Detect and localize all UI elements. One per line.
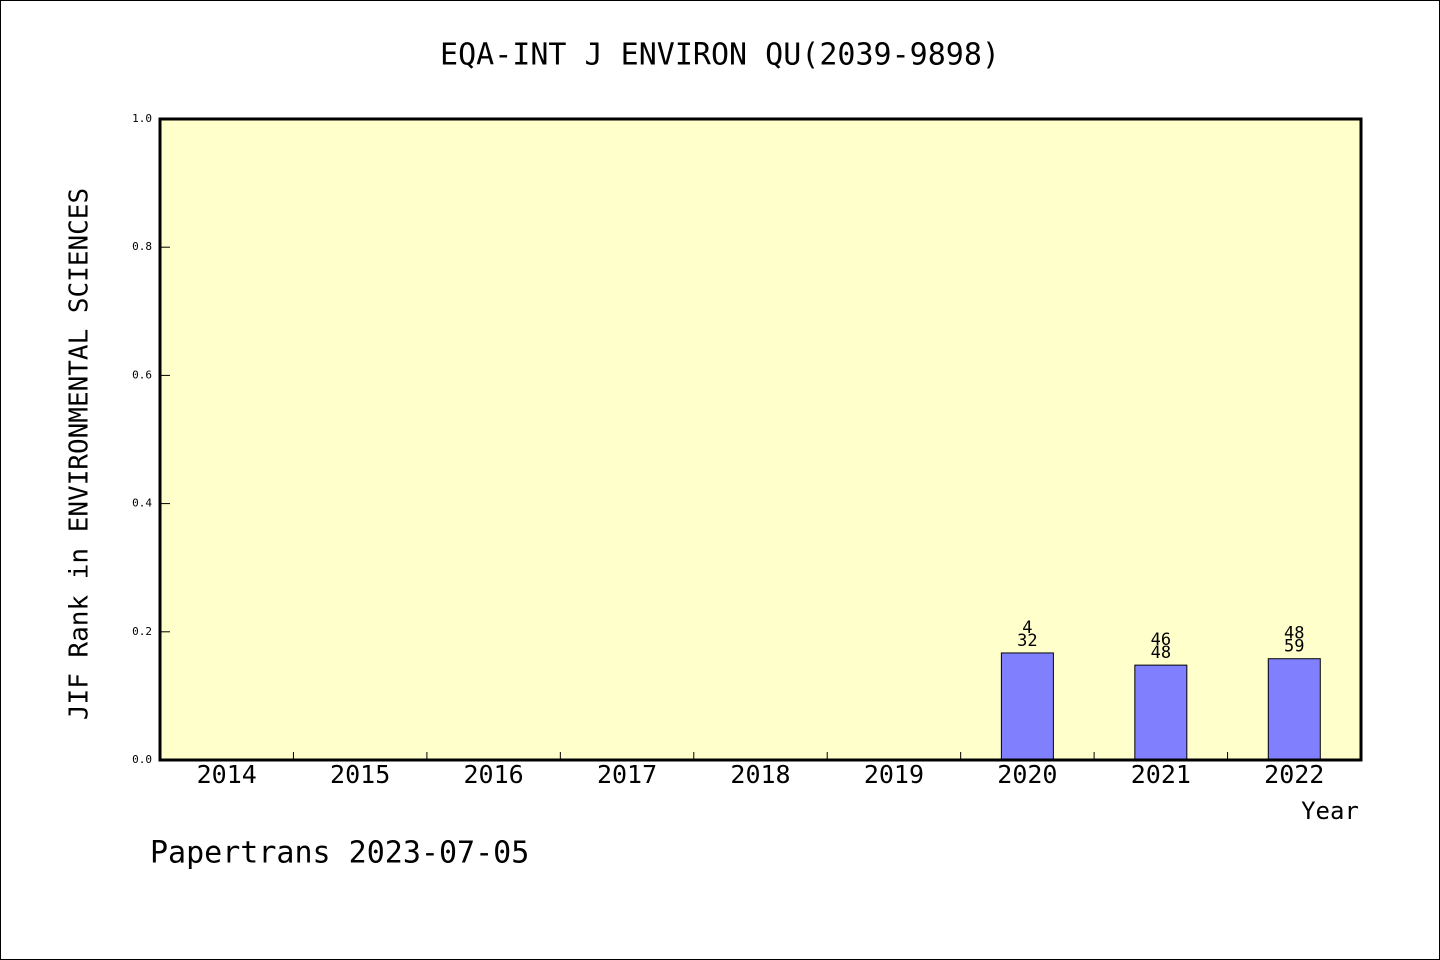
y-tick-label: 1.0: [132, 112, 152, 125]
y-tick-label: 0.2: [132, 625, 152, 638]
bar-label-rank: 48: [1284, 624, 1304, 644]
bar-label-rank: 4: [1022, 618, 1032, 638]
x-tick-label: 2017: [597, 760, 657, 789]
bar-2022: [1267, 658, 1321, 761]
y-tick-label: 0.8: [132, 240, 152, 253]
footer-credit: Papertrans 2023-07-05: [150, 836, 529, 871]
bar-label-total: 48: [1151, 643, 1171, 663]
plot-frame: [158, 117, 1363, 762]
x-tick-label: 2021: [1131, 760, 1191, 789]
x-tick-label: 2022: [1264, 760, 1324, 789]
x-axis: 2014 2015 2016 2017 2018 2019 2020 2021 2022: [197, 752, 1324, 789]
bar-label-total: 32: [1017, 631, 1037, 651]
y-tick-label: 0.4: [132, 497, 152, 510]
x-axis-label: Year: [1301, 797, 1359, 825]
y-axis-label: JIF Rank in ENVIRONMENTAL SCIENCES: [65, 188, 95, 720]
x-tick-label: 2014: [197, 760, 257, 789]
x-tick-label: 2019: [864, 760, 924, 789]
bar-2020: [1000, 652, 1054, 761]
bar-2021: [1134, 664, 1188, 761]
bar-label-total: 59: [1284, 637, 1304, 657]
x-tick-label: 2018: [730, 760, 790, 789]
y-tick-label: 0.6: [132, 368, 152, 381]
x-tick-label: 2020: [997, 760, 1057, 789]
y-tick-label: 0.0: [132, 753, 152, 766]
chart-title: EQA-INT J ENVIRON QU(2039-9898): [440, 38, 1000, 73]
plot-area: [160, 119, 1361, 760]
bar-label-rank: 46: [1151, 630, 1171, 650]
x-tick-label: 2016: [464, 760, 524, 789]
x-tick-label: 2015: [330, 760, 390, 789]
